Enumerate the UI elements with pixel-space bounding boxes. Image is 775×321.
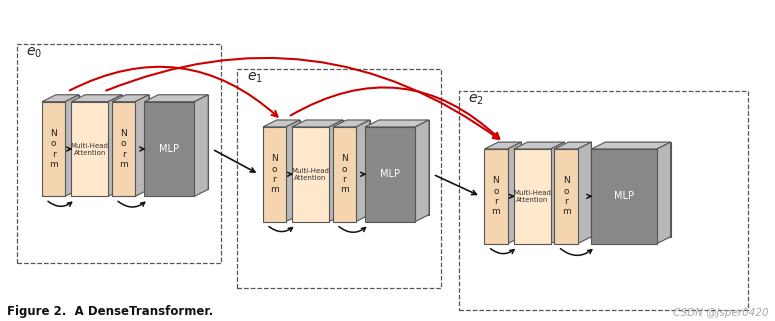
- Text: Figure 2.  A DenseTransformer.: Figure 2. A DenseTransformer.: [7, 305, 213, 318]
- Polygon shape: [577, 142, 591, 244]
- Text: $e_2$: $e_2$: [468, 93, 484, 107]
- Polygon shape: [109, 95, 122, 196]
- Text: $e_0$: $e_0$: [26, 45, 42, 60]
- Polygon shape: [528, 142, 564, 237]
- Polygon shape: [112, 102, 135, 196]
- Polygon shape: [112, 95, 149, 102]
- Polygon shape: [263, 127, 286, 221]
- Bar: [237, 69, 441, 288]
- Polygon shape: [144, 102, 195, 196]
- Polygon shape: [286, 120, 300, 221]
- Polygon shape: [591, 149, 656, 244]
- Polygon shape: [498, 142, 522, 237]
- Polygon shape: [71, 95, 122, 102]
- Polygon shape: [333, 120, 370, 127]
- Polygon shape: [356, 120, 370, 221]
- Polygon shape: [85, 95, 122, 189]
- Polygon shape: [65, 95, 79, 196]
- Polygon shape: [292, 127, 329, 221]
- Polygon shape: [550, 142, 564, 244]
- Polygon shape: [306, 120, 343, 215]
- Polygon shape: [591, 142, 670, 149]
- Text: N
o
r
m: N o r m: [491, 176, 501, 216]
- Polygon shape: [346, 120, 370, 215]
- Text: Multi-Head
Attention: Multi-Head Attention: [71, 143, 108, 155]
- Polygon shape: [126, 95, 149, 189]
- Polygon shape: [135, 95, 149, 196]
- Polygon shape: [484, 142, 522, 149]
- Polygon shape: [605, 142, 670, 237]
- Bar: [16, 44, 221, 263]
- Polygon shape: [568, 142, 591, 237]
- Polygon shape: [144, 95, 208, 102]
- Polygon shape: [195, 95, 208, 196]
- Text: N
o
r
m: N o r m: [562, 176, 570, 216]
- Text: N
o
r
m: N o r m: [340, 154, 349, 194]
- Polygon shape: [508, 142, 522, 244]
- Polygon shape: [71, 102, 108, 196]
- Polygon shape: [277, 120, 300, 215]
- Polygon shape: [514, 149, 550, 244]
- Text: MLP: MLP: [614, 191, 634, 201]
- Polygon shape: [42, 102, 65, 196]
- Polygon shape: [263, 120, 300, 127]
- Text: MLP: MLP: [381, 169, 400, 179]
- Polygon shape: [484, 149, 508, 244]
- Polygon shape: [365, 127, 415, 221]
- Polygon shape: [514, 142, 564, 149]
- Polygon shape: [656, 142, 670, 244]
- Polygon shape: [554, 142, 591, 149]
- Polygon shape: [333, 127, 356, 221]
- Text: N
o
r
m: N o r m: [270, 154, 279, 194]
- Text: CSDN @Jsper0420: CSDN @Jsper0420: [673, 308, 768, 318]
- Polygon shape: [158, 95, 208, 189]
- Polygon shape: [415, 120, 429, 221]
- Polygon shape: [329, 120, 343, 221]
- Polygon shape: [56, 95, 79, 189]
- Bar: [459, 91, 748, 310]
- Text: Multi-Head
Attention: Multi-Head Attention: [291, 168, 329, 181]
- Polygon shape: [365, 120, 429, 127]
- Text: $e_1$: $e_1$: [246, 71, 263, 85]
- Text: Multi-Head
Attention: Multi-Head Attention: [513, 190, 551, 203]
- Text: MLP: MLP: [160, 144, 179, 154]
- Polygon shape: [42, 95, 79, 102]
- Text: N
o
r
m: N o r m: [49, 129, 58, 169]
- Polygon shape: [292, 120, 343, 127]
- Polygon shape: [379, 120, 429, 215]
- Polygon shape: [554, 149, 577, 244]
- Text: N
o
r
m: N o r m: [119, 129, 128, 169]
